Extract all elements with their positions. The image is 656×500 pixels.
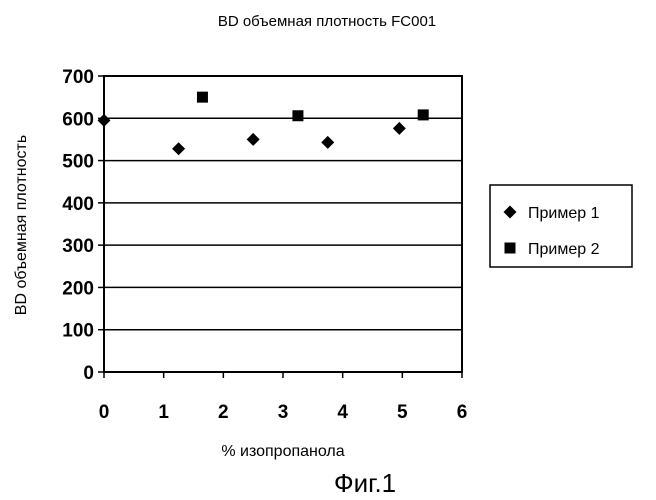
diamond-point: [247, 133, 260, 146]
x-tick-label: 6: [457, 402, 468, 423]
y-tick-label: 300: [62, 236, 94, 257]
legend: Пример 1 Пример 2: [490, 185, 632, 267]
y-tick-label: 500: [62, 152, 94, 173]
y-tick-label: 200: [62, 278, 94, 299]
diamond-point: [98, 114, 111, 127]
figure-caption: Фиг.1: [334, 468, 396, 498]
diamond-point: [393, 122, 406, 135]
data-points: [98, 92, 429, 156]
legend-marker-2: [505, 243, 516, 254]
square-point: [197, 92, 208, 103]
chart-title: BD объемная плотность FC001: [218, 13, 436, 30]
x-tick-label: 1: [158, 402, 169, 423]
x-tick-label: 3: [278, 402, 289, 423]
square-point: [418, 109, 429, 120]
y-tick-label: 600: [62, 109, 94, 130]
x-tick-label: 0: [99, 402, 110, 423]
diamond-point: [321, 136, 334, 149]
plot-area: [104, 76, 462, 372]
x-axis-label: % изопропанола: [221, 443, 344, 460]
y-tick-label: 100: [62, 321, 94, 342]
legend-label-2: Пример 2: [528, 241, 600, 258]
y-tick-label: 700: [62, 67, 94, 88]
y-tick-label: 400: [62, 194, 94, 215]
y-tick-label: 0: [83, 363, 94, 384]
x-tick-label: 2: [218, 402, 229, 423]
square-point: [292, 110, 303, 121]
x-tick-label: 4: [337, 402, 348, 423]
x-tick-label: 5: [397, 402, 408, 423]
grid-lines: [104, 76, 462, 330]
diamond-point: [172, 142, 185, 155]
legend-label-1: Пример 1: [528, 205, 600, 222]
y-axis-label: BD объемная плотность: [13, 135, 30, 315]
